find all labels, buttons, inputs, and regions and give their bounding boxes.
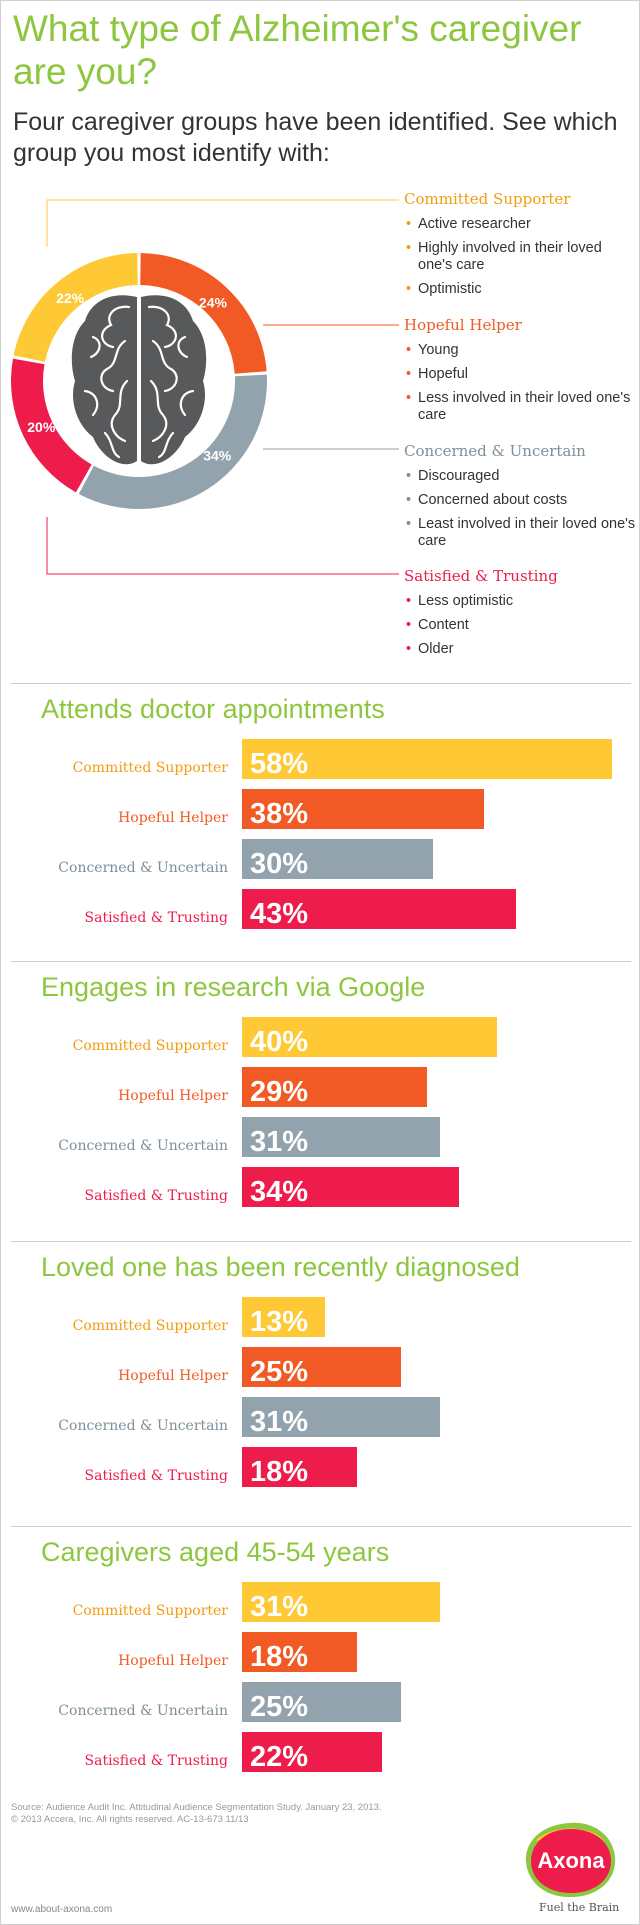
bar: 31%: [242, 1582, 440, 1623]
donut-slice-label: 24%: [199, 294, 228, 310]
legend-group-name: Satisfied & Trusting: [404, 567, 558, 585]
legend-trait: Concerned about costs: [404, 492, 639, 509]
legend-trait: Optimistic: [404, 281, 639, 298]
brain-icon: [71, 295, 207, 465]
source-note: Source: Audience Audit Inc. Attitudinal …: [11, 1802, 382, 1826]
bar-category-label: Concerned & Uncertain: [58, 1418, 228, 1434]
legend-group-name: Concerned & Uncertain: [404, 442, 586, 460]
copyright-line: © 2013 Accera, Inc. All rights reserved.…: [11, 1814, 249, 1825]
bar-value-label: 22%: [250, 1741, 309, 1773]
section-divider: [11, 1526, 631, 1527]
bar-category-label: Concerned & Uncertain: [58, 1703, 228, 1719]
bar-category-label: Hopeful Helper: [118, 810, 228, 826]
section-divider: [11, 683, 631, 684]
donut-slice: [78, 374, 267, 510]
donut-slice: [13, 253, 138, 362]
bar-category-label: Satisfied & Trusting: [84, 1753, 229, 1769]
donut-slice-label: 34%: [203, 447, 232, 463]
donut-slice-label: 20%: [27, 419, 56, 435]
section-divider: [11, 1241, 631, 1242]
bar-value-label: 38%: [250, 798, 309, 830]
page-subtitle: Four caregiver groups have been identifi…: [13, 108, 618, 167]
bar-category-label: Committed Supporter: [72, 1038, 228, 1054]
legend-group-satisfied: Satisfied & Trusting Less optimistic Con…: [404, 566, 639, 658]
bar-value-label: 18%: [250, 1456, 309, 1488]
bar: 58%: [242, 739, 612, 780]
bar: 18%: [242, 1447, 357, 1488]
legend-group-name: Hopeful Helper: [404, 316, 522, 334]
legend-trait: Content: [404, 617, 639, 634]
bar: 31%: [242, 1117, 440, 1158]
bar-value-label: 30%: [250, 848, 309, 880]
legend-trait: Hopeful: [404, 366, 639, 383]
tagline: Fuel the Brain: [539, 1901, 620, 1914]
bar-category-label: Hopeful Helper: [118, 1088, 228, 1104]
bar-category-label: Committed Supporter: [72, 760, 228, 776]
footer-url[interactable]: www.about-axona.com: [11, 1904, 113, 1915]
bar-value-label: 31%: [250, 1591, 309, 1623]
bar-category-label: Satisfied & Trusting: [84, 1188, 229, 1204]
bar: 31%: [242, 1397, 440, 1438]
bar-value-label: 40%: [250, 1026, 309, 1058]
bar: 34%: [242, 1167, 459, 1208]
legend-trait: Less involved in their loved one's care: [404, 390, 639, 424]
bar: 40%: [242, 1017, 497, 1058]
bar-category-label: Committed Supporter: [72, 1603, 228, 1619]
bar-value-label: 25%: [250, 1356, 309, 1388]
legend-trait: Discouraged: [404, 468, 639, 485]
bar: 38%: [242, 789, 484, 830]
bar-chart-title: Loved one has been recently diagnosed: [41, 1252, 520, 1282]
bar: 43%: [242, 889, 516, 930]
legend-group-name: Committed Supporter: [404, 190, 571, 208]
bar-value-label: 31%: [250, 1126, 309, 1158]
leader-line: [46, 517, 399, 575]
bar: 29%: [242, 1067, 427, 1108]
bar-value-label: 25%: [250, 1691, 309, 1723]
bar-value-label: 31%: [250, 1406, 309, 1438]
donut-slice: [10, 358, 92, 493]
donut-slice-label: 22%: [56, 290, 85, 306]
legend-trait: Less optimistic: [404, 593, 639, 610]
logo-text: Axona: [537, 1848, 605, 1873]
legend-trait: Active researcher: [404, 216, 639, 233]
bar-chart-title: Attends doctor appointments: [41, 694, 385, 724]
bar: 25%: [242, 1682, 401, 1723]
legend-group-committed: Committed Supporter Active researcher Hi…: [404, 189, 639, 298]
bar-value-label: 29%: [250, 1076, 309, 1108]
bar-category-label: Committed Supporter: [72, 1318, 228, 1334]
bar-value-label: 34%: [250, 1176, 309, 1208]
bar-value-label: 18%: [250, 1641, 309, 1673]
bar-category-label: Concerned & Uncertain: [58, 1138, 228, 1154]
source-line: Source: Audience Audit Inc. Attitudinal …: [11, 1802, 382, 1813]
legend-trait: Least involved in their loved one's care: [404, 516, 639, 550]
legend-trait: Highly involved in their loved one's car…: [404, 240, 639, 274]
legend-trait: Older: [404, 641, 639, 658]
bar: 25%: [242, 1347, 401, 1388]
bar: 13%: [242, 1297, 325, 1338]
bar-category-label: Concerned & Uncertain: [58, 860, 228, 876]
bar: 30%: [242, 839, 433, 880]
caregiver-donut-chart: 22% 24% 34% 20%: [10, 199, 399, 575]
legend-group-hopeful: Hopeful Helper Young Hopeful Less involv…: [404, 315, 639, 424]
bar-value-label: 58%: [250, 748, 309, 780]
legend-trait: Young: [404, 342, 639, 359]
bar-category-label: Hopeful Helper: [118, 1368, 228, 1384]
bar: 18%: [242, 1632, 357, 1673]
axona-logo: Axona: [525, 1822, 616, 1898]
bar-category-label: Satisfied & Trusting: [84, 910, 229, 926]
leader-line: [46, 199, 399, 247]
section-divider: [11, 961, 631, 962]
bar-chart-title: Engages in research via Google: [41, 972, 426, 1002]
bar-value-label: 43%: [250, 898, 309, 930]
bar-category-label: Satisfied & Trusting: [84, 1468, 229, 1484]
bar: 22%: [242, 1732, 382, 1773]
page-title: What type of Alzheimer's caregiver are y…: [13, 8, 582, 92]
legend-group-concerned: Concerned & Uncertain Discouraged Concer…: [404, 441, 639, 550]
bar-category-label: Hopeful Helper: [118, 1653, 228, 1669]
bar-value-label: 13%: [250, 1306, 309, 1338]
bar-chart-title: Caregivers aged 45-54 years: [41, 1537, 390, 1567]
donut-slice: [140, 253, 267, 374]
